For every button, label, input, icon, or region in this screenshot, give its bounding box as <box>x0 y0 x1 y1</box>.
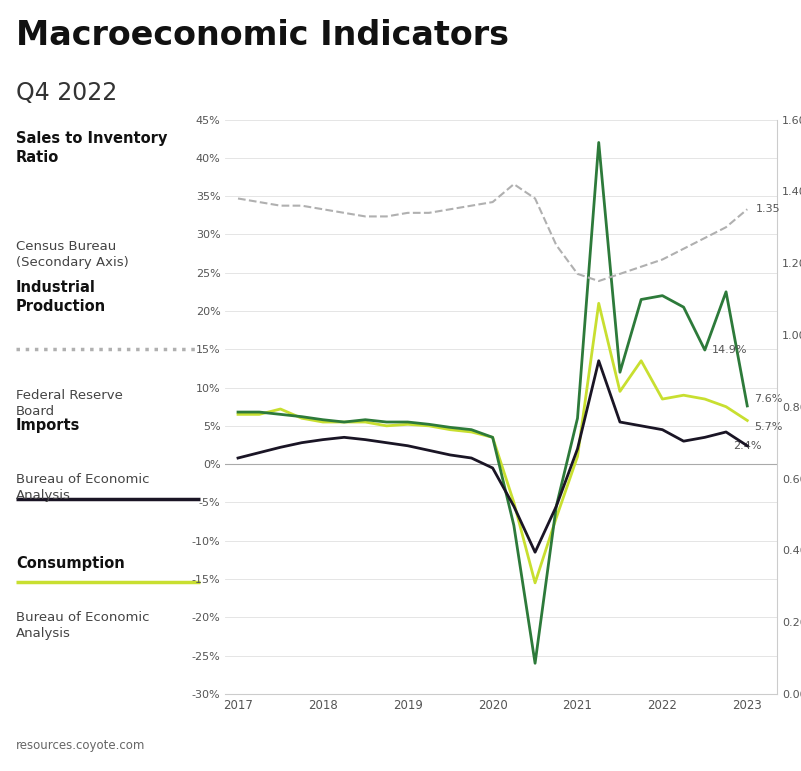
Text: Bureau of Economic
Analysis: Bureau of Economic Analysis <box>16 473 150 502</box>
Text: resources.coyote.com: resources.coyote.com <box>16 739 146 752</box>
Text: Federal Reserve
Board: Federal Reserve Board <box>16 389 123 419</box>
Text: Bureau of Economic
Analysis: Bureau of Economic Analysis <box>16 611 150 640</box>
Text: Sales to Inventory
Ratio: Sales to Inventory Ratio <box>16 131 167 164</box>
Text: Macroeconomic Indicators: Macroeconomic Indicators <box>16 19 509 52</box>
Text: Census Bureau
(Secondary Axis): Census Bureau (Secondary Axis) <box>16 240 129 269</box>
Text: Q4 2022: Q4 2022 <box>16 81 117 105</box>
Text: Imports: Imports <box>16 418 80 433</box>
Text: 7.6%: 7.6% <box>755 394 783 404</box>
Text: Consumption: Consumption <box>16 556 125 571</box>
Text: 1.35: 1.35 <box>755 204 780 214</box>
Text: Industrial
Production: Industrial Production <box>16 281 107 314</box>
Text: 14.9%: 14.9% <box>712 345 747 355</box>
Text: 5.7%: 5.7% <box>755 423 783 433</box>
Text: 2.4%: 2.4% <box>733 441 762 451</box>
